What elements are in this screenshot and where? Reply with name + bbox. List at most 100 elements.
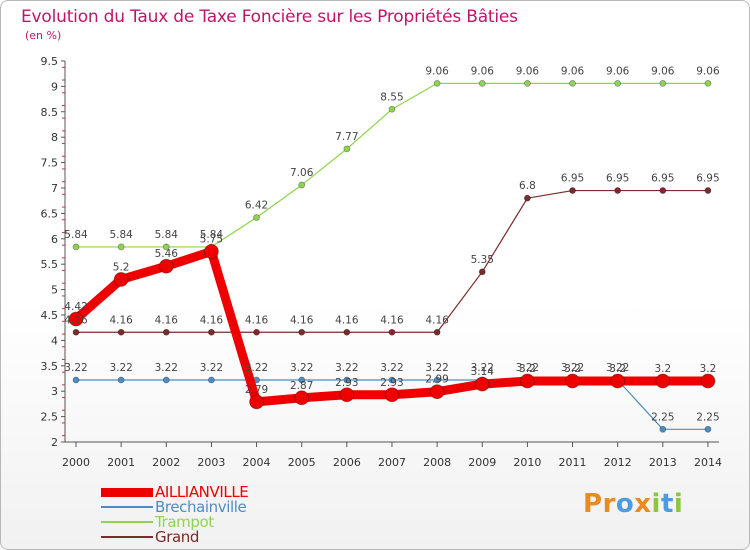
data-label-aillianville: 2.87 (290, 380, 313, 392)
y-tick-label: 6.5 (41, 207, 59, 220)
data-label-aillianville: 3.14 (471, 366, 495, 378)
logo-letter: o (615, 489, 635, 519)
data-label-aillianville: 2.93 (335, 377, 358, 389)
data-point-aillianville (520, 373, 535, 389)
data-label-aillianville: 2.93 (380, 377, 403, 389)
x-tick-label: 2003 (197, 456, 225, 469)
y-tick-label: 6 (51, 233, 58, 246)
legend-swatch (101, 536, 153, 538)
data-label-brechainville: 3.22 (516, 362, 539, 374)
data-label-aillianville: 4.42 (64, 301, 87, 313)
data-point-aillianville (294, 390, 310, 406)
y-tick-label: 4 (51, 334, 58, 347)
data-point-aillianville (113, 272, 129, 287)
logo-letter: x (634, 489, 652, 519)
x-tick-label: 2001 (107, 456, 135, 469)
data-label-brechainville: 3.22 (155, 362, 178, 374)
data-point-trampot (117, 243, 125, 251)
data-label-aillianville: 5.46 (155, 248, 179, 260)
legend-swatch (101, 506, 153, 508)
data-label-aillianville: 3.2 (519, 363, 536, 375)
y-tick-label: 3 (51, 385, 58, 398)
proxiti-logo: Proxiti (583, 489, 683, 519)
data-label-brechainville: 3.22 (335, 362, 358, 374)
data-label-aillianville: 3.2 (609, 363, 626, 375)
data-point-brechainville (433, 376, 441, 384)
data-point-brechainville (162, 376, 170, 384)
data-point-aillianville (158, 258, 174, 274)
data-label-trampot: 9.06 (696, 65, 720, 77)
data-label-grand: 6.95 (696, 173, 719, 185)
x-tick-label: 2009 (468, 456, 496, 469)
data-label-trampot: 5.84 (155, 229, 179, 241)
logo-letter: t (660, 489, 674, 519)
logo-letter: i (673, 489, 684, 519)
data-label-aillianville: 3.2 (654, 363, 671, 375)
x-tick-label: 2014 (694, 456, 722, 469)
data-label-trampot: 9.06 (651, 65, 675, 77)
data-point-brechainville (659, 425, 667, 433)
data-point-aillianville (429, 384, 445, 400)
data-label-aillianville: 3.2 (700, 363, 717, 375)
data-point-grand (388, 328, 396, 336)
data-label-brechainville: 3.22 (290, 362, 313, 374)
data-point-grand (253, 328, 260, 336)
data-point-aillianville (339, 387, 355, 403)
legend-label: Grand (155, 528, 200, 546)
y-tick-label: 5.5 (41, 258, 59, 271)
data-point-trampot (433, 79, 441, 87)
data-label-grand: 6.95 (651, 173, 674, 185)
data-point-grand (72, 328, 80, 336)
legend-item-brechainville: Brechainville (101, 500, 321, 515)
x-tick-label: 2002 (152, 456, 180, 469)
y-tick-label: 7.5 (41, 157, 59, 170)
x-tick-label: 2005 (288, 456, 316, 469)
data-label-grand: 5.35 (471, 254, 494, 266)
legend-item-aillianville: AILLIANVILLE (101, 485, 321, 500)
data-point-grand (524, 194, 531, 202)
data-point-grand (614, 187, 622, 194)
data-label-aillianville: 3.2 (564, 363, 581, 375)
unit-label: (en %) (25, 29, 62, 42)
data-point-trampot (72, 243, 80, 251)
data-label-grand: 4.16 (64, 314, 88, 326)
y-tick-label: 2 (51, 436, 58, 449)
x-tick-label: 2012 (604, 456, 632, 469)
data-label-brechainville: 2.25 (651, 411, 674, 423)
data-label-aillianville: 5.75 (200, 234, 223, 246)
y-tick-label: 9.5 (41, 55, 59, 68)
x-tick-label: 2010 (513, 456, 541, 469)
data-point-brechainville (298, 376, 306, 384)
data-point-trampot (569, 79, 576, 87)
data-label-brechainville: 3.22 (561, 362, 584, 374)
x-tick-label: 2011 (559, 456, 587, 469)
data-label-grand: 4.16 (245, 314, 269, 326)
data-point-brechainville (72, 376, 80, 384)
logo-letter: P (583, 489, 603, 519)
data-point-grand (162, 328, 170, 336)
data-label-trampot: 5.84 (64, 229, 88, 241)
data-point-grand (704, 187, 712, 194)
y-tick-label: 7 (51, 182, 58, 195)
x-tick-label: 2006 (333, 456, 361, 469)
data-label-grand: 6.8 (519, 180, 536, 192)
data-label-trampot: 9.06 (516, 65, 540, 77)
data-point-aillianville (68, 311, 84, 327)
x-tick-label: 2000 (62, 456, 90, 469)
data-point-trampot (343, 145, 351, 153)
data-point-grand (298, 328, 306, 336)
data-label-trampot: 9.06 (471, 65, 495, 77)
data-label-trampot: 9.06 (606, 65, 630, 77)
data-label-aillianville: 5.2 (113, 261, 130, 273)
data-label-brechainville: 2.25 (696, 411, 719, 423)
data-label-brechainville: 3.22 (200, 362, 223, 374)
data-label-brechainville: 3.22 (425, 362, 448, 374)
data-label-trampot: 5.84 (109, 229, 133, 241)
data-point-aillianville (249, 394, 264, 410)
data-point-aillianville (384, 387, 400, 403)
legend-label: Brechainville (155, 498, 247, 516)
data-label-aillianville: 2.99 (425, 374, 448, 386)
data-point-trampot (298, 181, 306, 189)
data-label-grand: 4.16 (335, 314, 359, 326)
legend-label: Trampot (155, 513, 214, 531)
